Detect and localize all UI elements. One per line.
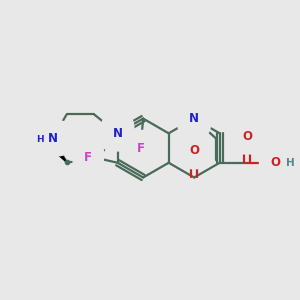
Text: O: O xyxy=(189,145,199,158)
Polygon shape xyxy=(44,138,67,162)
Text: H: H xyxy=(286,158,295,168)
Text: F: F xyxy=(84,152,92,164)
Text: O: O xyxy=(242,130,252,143)
Text: N: N xyxy=(113,127,123,140)
Text: N: N xyxy=(48,132,58,145)
Text: F: F xyxy=(137,142,145,154)
Text: O: O xyxy=(271,156,281,169)
Text: H: H xyxy=(36,135,44,144)
Text: N: N xyxy=(189,112,199,125)
